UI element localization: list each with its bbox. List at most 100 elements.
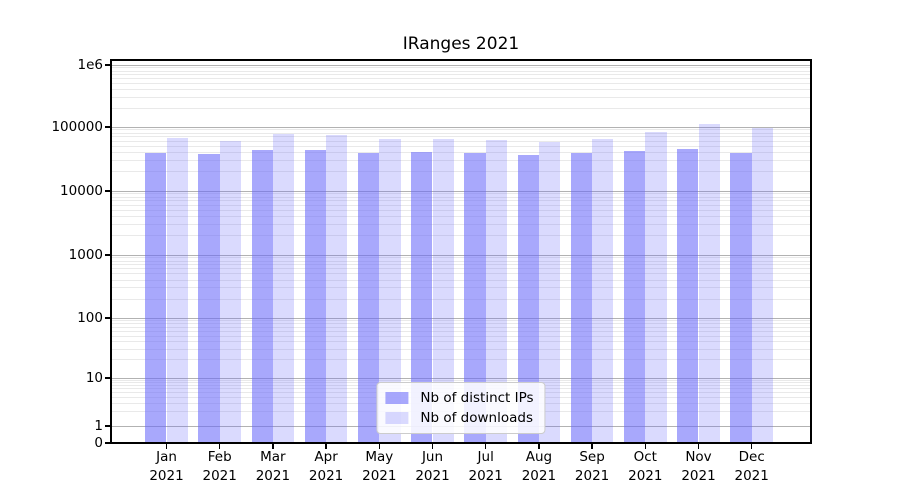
legend-label-downloads: Nb of downloads [420,410,533,426]
x-tick-mark [697,443,700,449]
minor-gridline [112,287,810,289]
minor-gridline [112,335,810,337]
x-tick-mark [325,443,327,449]
minor-gridline [112,279,810,281]
bar-downloads [326,135,348,443]
x-tick-mark [750,443,753,449]
minor-gridline [112,74,810,76]
legend-label-distinct-ips: Nb of distinct IPs [420,390,534,406]
bar-downloads [379,138,401,443]
bar-downloads [432,138,454,443]
minor-gridline [112,159,810,161]
y-tick-label: 10000 [60,183,103,199]
x-tick-mark [538,443,540,449]
minor-gridline [112,260,810,262]
bar-distinct-ips [517,154,539,443]
y-tick-label: 0 [94,435,103,451]
minor-gridline [112,264,810,266]
y-tick-label: 10 [85,370,103,386]
minor-gridline [112,204,810,206]
minor-gridline [112,257,810,259]
x-tick-label: Aug 2021 [521,449,557,484]
bar-downloads [698,124,720,443]
minor-gridline [112,223,810,225]
minor-gridline [112,171,810,173]
plot-area: Nb of distinct IPs Nb of downloads [112,61,810,443]
x-tick-label: Sep 2021 [574,449,610,484]
x-tick-label: Jan 2021 [149,449,184,484]
minor-gridline [112,359,810,361]
right-spine [810,59,812,444]
major-gridline [112,64,810,66]
y-tick-mark [105,425,111,427]
minor-gridline [112,96,810,98]
minor-gridline [112,273,810,275]
bar-distinct-ips [145,153,167,443]
y-tick-mark [105,442,111,444]
y-tick-mark [105,254,111,256]
bar-distinct-ips [198,153,220,443]
minor-gridline [112,268,810,270]
bar-distinct-ips [624,151,646,443]
bar-downloads [485,140,507,443]
minor-gridline [112,193,810,195]
bottom-spine [110,442,812,444]
y-tick-mark [105,126,111,128]
bar-downloads [219,141,241,443]
minor-gridline [112,145,810,147]
minor-gridline [112,320,810,322]
y-tick-label: 100000 [51,119,103,135]
y-tick-mark [105,64,111,66]
x-tick-label: Jun 2021 [415,449,450,484]
x-tick-label: May 2021 [362,449,397,484]
y-tick-mark [105,317,111,319]
minor-gridline [112,235,810,237]
y-tick-mark [105,377,111,379]
minor-gridline [112,107,810,109]
bar-distinct-ips [304,149,327,443]
legend-swatch-distinct-ips [385,392,409,404]
major-gridline [112,190,810,192]
bar-downloads [645,131,667,443]
minor-gridline [112,215,810,217]
minor-gridline [112,89,810,91]
x-tick-mark [644,443,647,449]
major-gridline [112,126,810,128]
minor-gridline [112,151,810,153]
bar-downloads [538,142,561,443]
minor-gridline [112,379,810,381]
bar-distinct-ips [251,149,273,443]
x-tick-mark [165,443,168,449]
minor-gridline [112,341,810,343]
bar-downloads [166,137,188,443]
legend-item-downloads: Nb of downloads [385,408,533,428]
minor-gridline [112,196,810,198]
x-tick-label: Apr 2021 [308,449,344,484]
minor-gridline [112,83,810,85]
minor-gridline [112,326,810,328]
bar-downloads [751,127,773,443]
minor-gridline [112,200,810,202]
x-tick-mark [272,443,274,449]
minor-gridline [112,129,810,131]
major-gridline [112,254,810,256]
legend: Nb of distinct IPs Nb of downloads [376,382,546,434]
chart-title: IRanges 2021 [402,34,520,54]
x-tick-label: Dec 2021 [734,449,769,484]
bar-downloads [272,133,295,443]
y-tick-mark [105,190,111,192]
bar-distinct-ips [677,148,699,443]
x-tick-label: Jul 2021 [468,449,503,484]
x-tick-label: Mar 2021 [255,449,291,484]
minor-gridline [112,140,810,142]
minor-gridline [112,136,810,138]
x-tick-mark [591,443,593,449]
minor-gridline [112,132,810,134]
y-tick-label: 1e6 [77,57,103,73]
minor-gridline [112,330,810,332]
legend-item-distinct-ips: Nb of distinct IPs [385,388,534,408]
minor-gridline [112,323,810,325]
major-gridline [112,317,810,319]
legend-swatch-downloads [385,412,409,424]
bar-distinct-ips [358,153,380,443]
